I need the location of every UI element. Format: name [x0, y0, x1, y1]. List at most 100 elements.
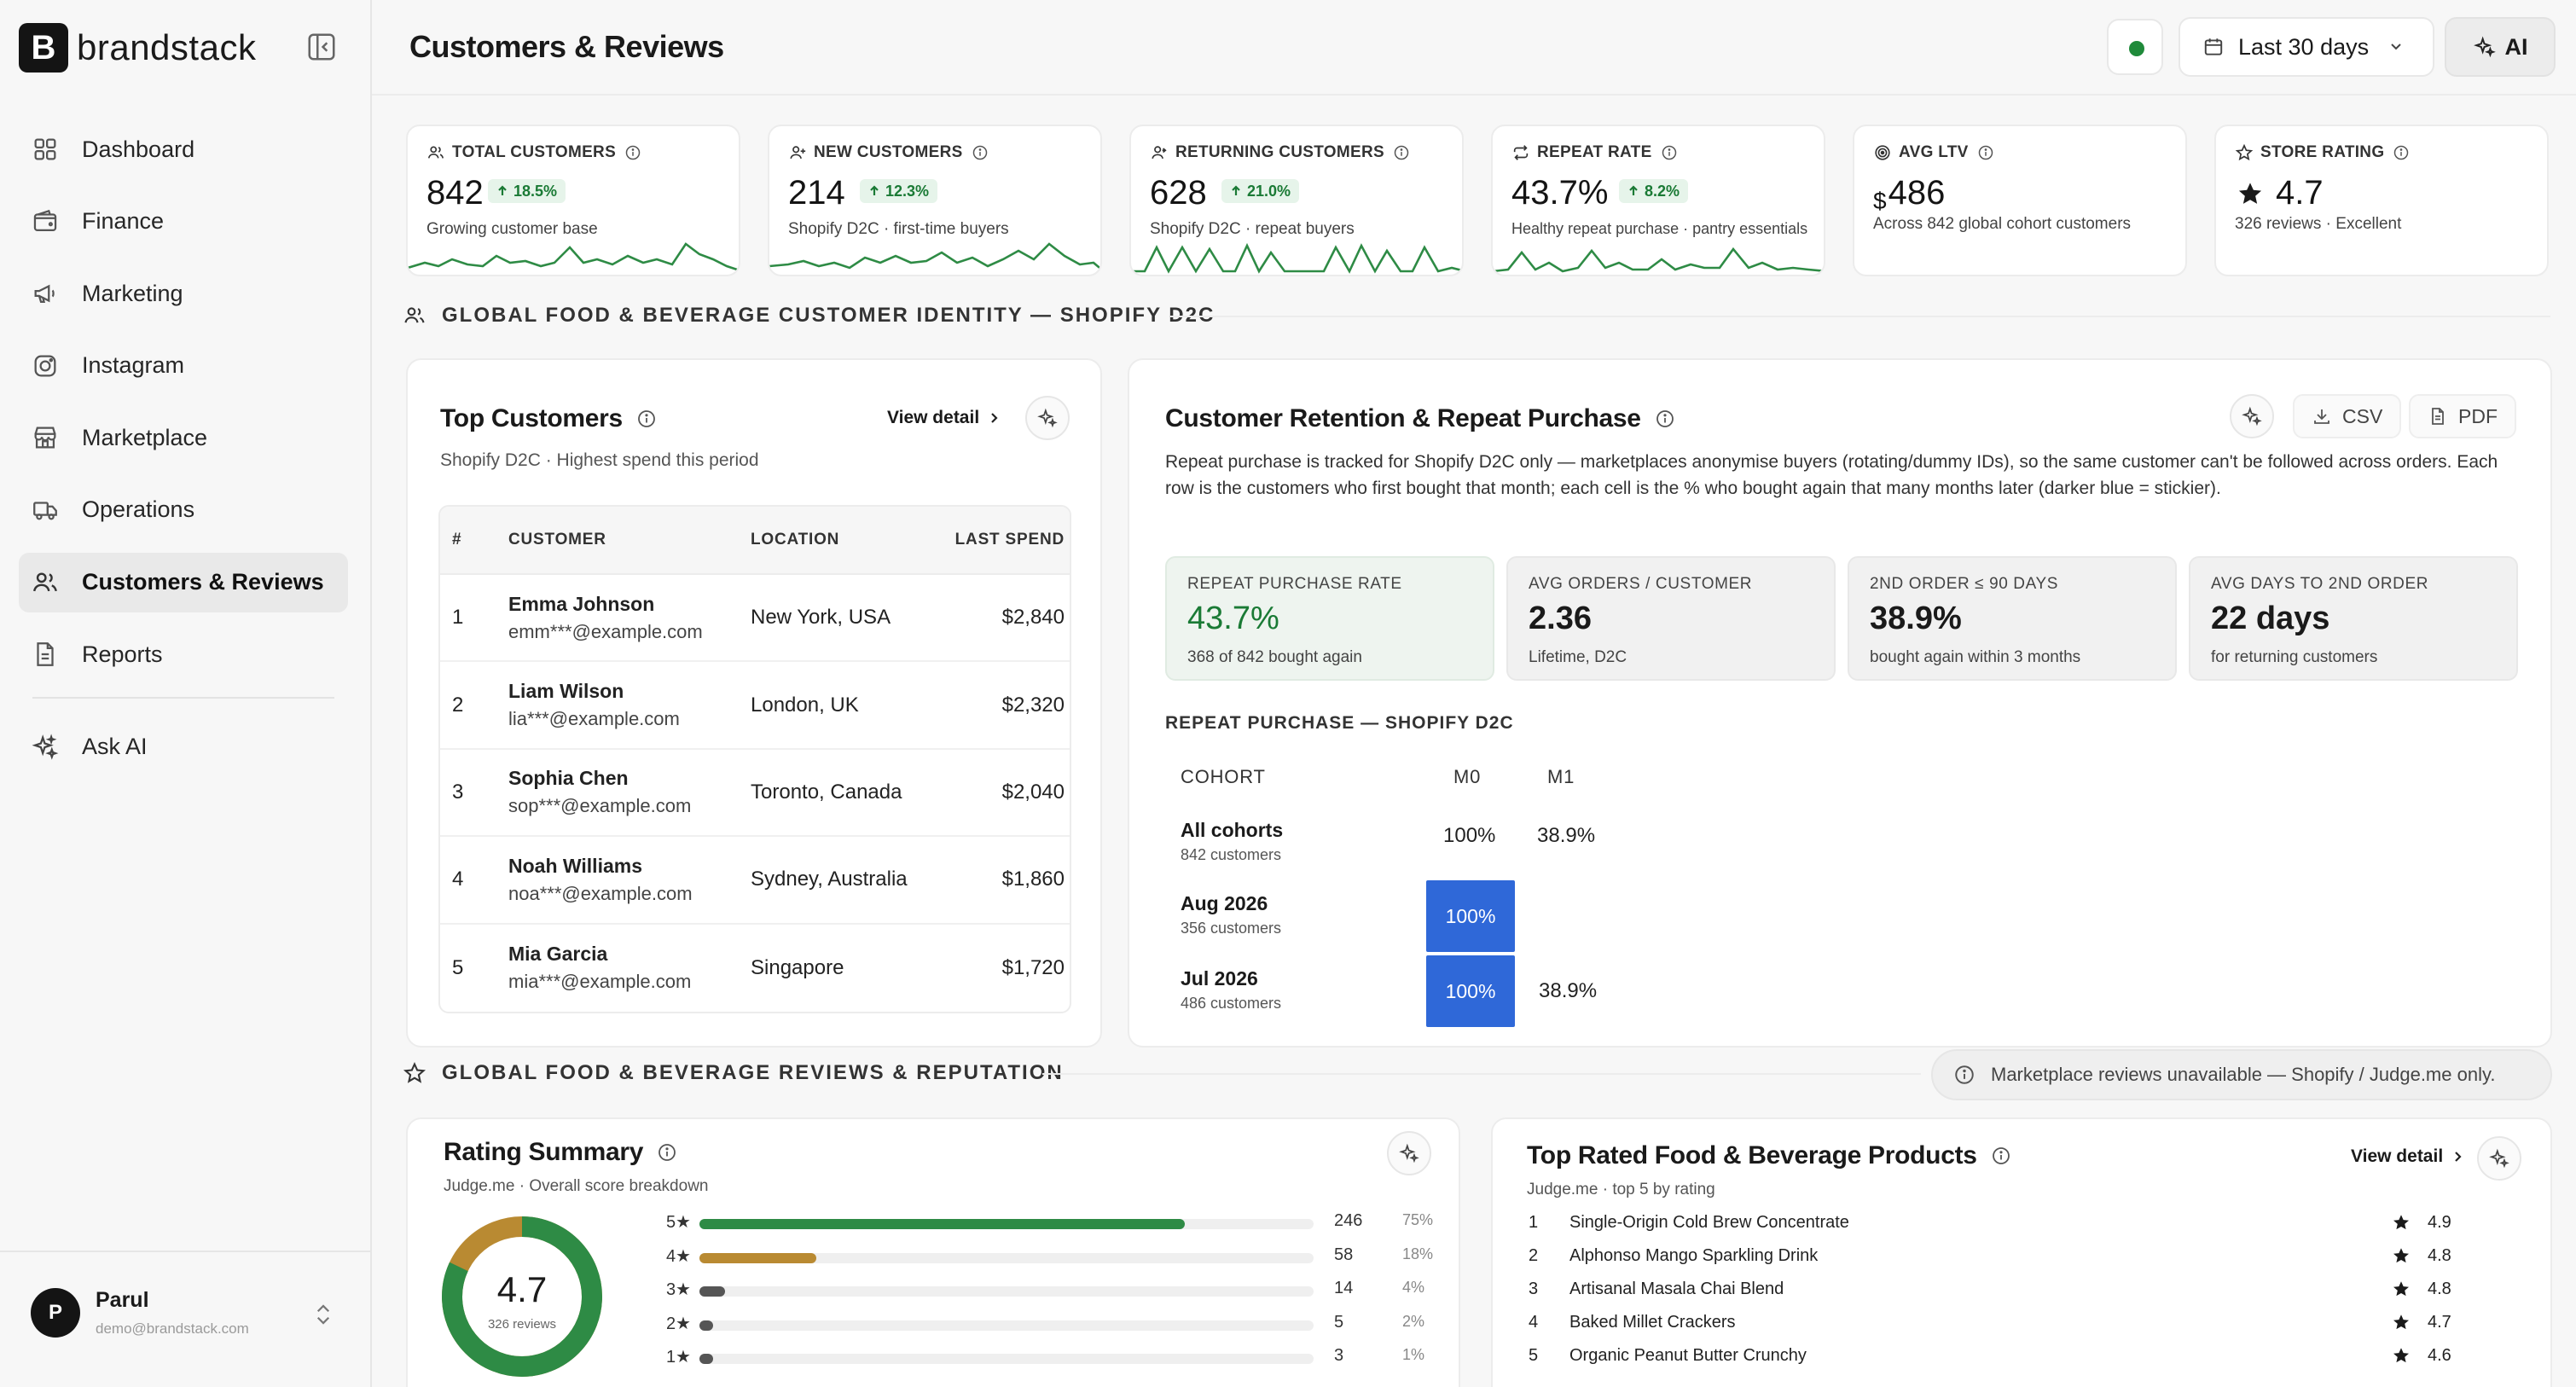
product-rank: 3 — [1529, 1280, 1539, 1298]
cohort-name: Jul 2026 — [1181, 967, 1258, 989]
kpi-subtext: Across 842 global cohort customers — [1873, 215, 2132, 233]
customer-spend: $2,840 — [1001, 606, 1065, 630]
sidebar-item-dashboard[interactable]: Dashboard — [19, 119, 348, 179]
sidebar-item-operations[interactable]: Operations — [19, 480, 348, 540]
cohort-name: Aug 2026 — [1181, 892, 1268, 914]
product-row[interactable]: 1 Single-Origin Cold Brew Concentrate 4.… — [1529, 1211, 2492, 1237]
info-icon[interactable] — [2393, 144, 2410, 161]
kpi-label-text: STORE RATING — [2260, 143, 2385, 161]
brand-logo[interactable]: B brandstack — [19, 22, 256, 73]
kpi-sparkline — [769, 242, 1100, 270]
sidebar-item-label: Dashboard — [82, 136, 195, 162]
ai-insight-button[interactable] — [1025, 396, 1070, 440]
sidebar-item-instagram[interactable]: Instagram — [19, 336, 348, 396]
table-row[interactable]: 4 Noah Williams noa***@example.com Sydney… — [440, 837, 1070, 925]
sparkle-icon — [2473, 36, 2496, 58]
info-icon[interactable] — [1977, 144, 1994, 161]
product-row[interactable]: 5 Organic Peanut Butter Crunchy 4.6 — [1529, 1344, 2492, 1370]
customer-email: emm***@example.com — [508, 620, 703, 642]
customer-location: Sydney, Australia — [751, 868, 908, 891]
sidebar-collapse-icon[interactable] — [305, 31, 338, 63]
cohort-heat-cell[interactable]: 100% — [1426, 955, 1515, 1027]
sidebar-item-finance[interactable]: Finance — [19, 192, 348, 252]
view-detail-link[interactable]: View detail — [887, 408, 1001, 428]
table-row[interactable]: 1 Emma Johnson emm***@example.com New Yor… — [440, 575, 1070, 663]
sidebar-item-ask-ai[interactable]: Ask AI — [19, 717, 348, 777]
kpi-sparkline — [408, 242, 739, 272]
ai-insight-button[interactable] — [2230, 394, 2274, 438]
sidebar-item-customers-reviews[interactable]: Customers & Reviews — [19, 552, 348, 612]
wallet-icon — [33, 209, 57, 231]
kpi-delta-badge: 18.5% — [488, 179, 566, 203]
kpi-card-total-customers[interactable]: TOTAL CUSTOMERS 842 18.5% Growing custom… — [406, 125, 740, 276]
cohort-value-m0: 100% — [1443, 824, 1496, 847]
csv-label: CSV — [2342, 404, 2383, 427]
kpi-card-repeat-rate[interactable]: REPEAT RATE 43.7% 8.2% Healthy repeat pu… — [1491, 125, 1825, 276]
ai-insight-button[interactable] — [2477, 1136, 2521, 1181]
row-rank: 1 — [452, 606, 464, 630]
ai-insight-button[interactable] — [1387, 1131, 1431, 1175]
product-rank: 4 — [1529, 1313, 1539, 1332]
download-icon — [2314, 409, 2329, 424]
chevron-updown-icon[interactable] — [312, 1302, 334, 1327]
table-row[interactable]: 5 Mia Garcia mia***@example.com Singapore… — [440, 925, 1070, 1012]
view-detail-link[interactable]: View detail — [2351, 1146, 2465, 1167]
sidebar-item-marketplace[interactable]: Marketplace — [19, 408, 348, 467]
rating-bar-track — [699, 1252, 1314, 1263]
info-icon[interactable] — [624, 144, 641, 161]
sidebar-item-label: Ask AI — [82, 734, 148, 760]
sidebar-item-reports[interactable]: Reports — [19, 624, 348, 684]
date-range-dropdown[interactable]: Last 30 days — [2179, 17, 2434, 77]
user-profile[interactable]: P Parul demo@brandstack.com — [0, 1251, 372, 1387]
rating-donut-chart — [442, 1216, 602, 1377]
csv-export-button[interactable]: CSV — [2293, 394, 2402, 438]
stat-label: AVG ORDERS / CUSTOMER — [1529, 575, 1753, 593]
info-icon[interactable] — [657, 1142, 677, 1163]
kpi-sparkline — [1493, 247, 1824, 273]
stat-card-avg-days-second-order: AVG DAYS TO 2ND ORDER 22 days for return… — [2189, 556, 2518, 681]
kpi-card-avg-ltv[interactable]: AVG LTV $486 Across 842 global cohort cu… — [1853, 125, 2187, 276]
sync-status-indicator[interactable] — [2107, 19, 2163, 75]
sparkle-icon — [2242, 406, 2262, 427]
rating-bar-count: 14 — [1334, 1279, 1354, 1297]
rating-bar-label: 5★ — [665, 1213, 691, 1232]
ai-button[interactable]: AI — [2445, 17, 2556, 77]
stat-card-second-order-90-days: 2ND ORDER ≤ 90 DAYS 38.9% bought again w… — [1848, 556, 2177, 681]
kpi-value: 4.7 — [2237, 174, 2324, 212]
info-icon[interactable] — [1393, 144, 1410, 161]
product-row[interactable]: 3 Artisanal Masala Chai Blend 4.8 — [1529, 1278, 2492, 1303]
info-icon[interactable] — [1991, 1146, 2011, 1166]
kpi-card-store-rating[interactable]: STORE RATING 4.7 326 reviews · Excellent — [2214, 125, 2549, 276]
section-title-identity: GLOBAL FOOD & BEVERAGE CUSTOMER IDENTITY… — [403, 304, 1215, 328]
rating-bar-row: 4★ 58 18% — [652, 1244, 1433, 1269]
sidebar-item-marketing[interactable]: Marketing — [19, 264, 348, 323]
user-return-icon — [1152, 146, 1167, 160]
kpi-card-new-customers[interactable]: NEW CUSTOMERS 214 12.3% Shopify D2C · fi… — [768, 125, 1102, 276]
product-row[interactable]: 2 Alphonso Mango Sparkling Drink 4.8 — [1529, 1245, 2492, 1270]
customer-location: Singapore — [751, 955, 844, 979]
info-icon[interactable] — [636, 409, 657, 429]
stat-value: 43.7% — [1187, 601, 1279, 636]
table-row[interactable]: 2 Liam Wilson lia***@example.com London, … — [440, 662, 1070, 750]
megaphone-icon — [34, 284, 55, 304]
pdf-export-button[interactable]: PDF — [2409, 394, 2516, 438]
rating-bar-percent: 2% — [1402, 1312, 1425, 1330]
kpi-card-returning-customers[interactable]: RETURNING CUSTOMERS 628 21.0% Shopify D2… — [1129, 125, 1464, 276]
sparkle-icon — [1037, 408, 1058, 428]
info-icon[interactable] — [1655, 409, 1675, 429]
table-row[interactable]: 3 Sophia Chen sop***@example.com Toronto,… — [440, 750, 1070, 838]
info-icon[interactable] — [972, 144, 989, 161]
product-row[interactable]: 4 Baked Millet Crackers 4.7 — [1529, 1311, 2492, 1337]
rating-bar-label: 2★ — [665, 1314, 691, 1333]
cohort-heat-cell[interactable]: 100% — [1426, 880, 1515, 952]
kpi-value: 43.7% — [1511, 174, 1609, 212]
sidebar-item-label: Instagram — [82, 352, 185, 379]
product-rating: 4.9 — [2428, 1213, 2451, 1232]
chevron-down-icon — [2391, 44, 2401, 50]
row-rank: 5 — [452, 955, 464, 979]
arrow-up-icon — [498, 185, 507, 195]
kpi-delta-badge: 12.3% — [860, 179, 938, 203]
rating-bar-fill — [699, 1252, 816, 1263]
sidebar-item-label: Customers & Reviews — [82, 569, 324, 595]
info-icon[interactable] — [1661, 144, 1678, 161]
